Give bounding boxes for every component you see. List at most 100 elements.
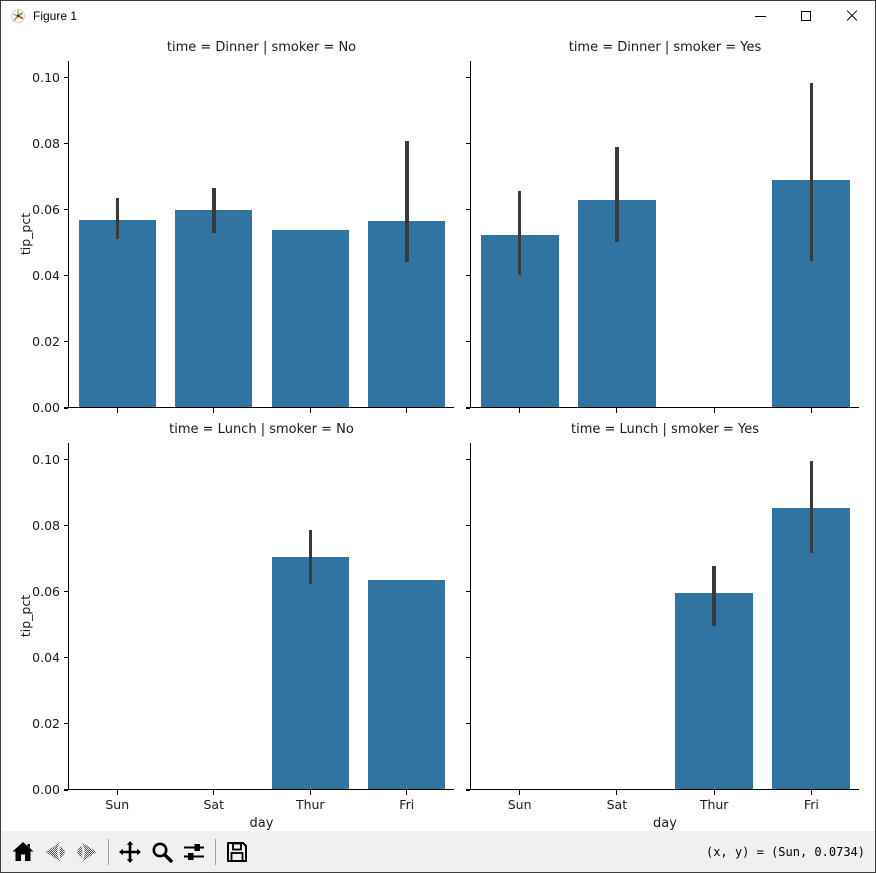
close-button[interactable] (829, 1, 875, 31)
subplot-title: time = Lunch | smoker = Yes (571, 422, 759, 437)
save-button[interactable] (222, 837, 252, 867)
y-axis-label: tip_pct (18, 212, 33, 256)
y-tick-label: 0.10 (32, 451, 60, 467)
subplot-title: time = Dinner | smoker = Yes (568, 40, 762, 55)
error-bar-sat (212, 187, 216, 234)
y-tick-mark (63, 76, 68, 79)
bar-fri (368, 580, 446, 789)
x-tick-mark (519, 408, 521, 413)
bar-thur (271, 557, 349, 789)
bar-sat (175, 209, 253, 407)
x-tick-mark (616, 790, 618, 795)
subplot-title: time = Lunch | smoker = No (169, 422, 354, 437)
x-tick-mark (116, 790, 118, 795)
y-tick-label: 0.08 (32, 135, 60, 151)
x-tick-mark (616, 408, 618, 413)
bar-fri (772, 508, 851, 789)
y-tick-label: 0.06 (32, 201, 60, 217)
home-button[interactable] (8, 837, 38, 867)
x-tick-mark (713, 408, 715, 413)
y-tick-mark (63, 407, 68, 409)
y-tick-mark (465, 591, 470, 593)
floppy-disk-icon (227, 841, 247, 862)
y-tick-mark (63, 525, 68, 527)
error-bar-sun (517, 190, 522, 275)
window-titlebar[interactable]: Figure 1 (1, 1, 875, 31)
x-tick-mark (213, 790, 215, 795)
bar-sun (78, 219, 156, 407)
x-tick-mark (713, 790, 715, 795)
y-tick-label: 0.08 (32, 517, 60, 533)
x-tick-mark (406, 790, 408, 795)
y-tick-mark (63, 209, 68, 211)
back-button[interactable] (40, 837, 70, 867)
forward-arrow-icon (77, 842, 97, 861)
toolbar-separator (215, 838, 216, 865)
y-tick-mark (465, 341, 470, 343)
y-tick-mark (465, 723, 470, 725)
subplot-axes[interactable]: time = Dinner | smoker = No 0.00 0.02 0.04 0… (18, 40, 454, 415)
zoom-button[interactable] (147, 837, 177, 867)
y-tick-mark (465, 143, 470, 145)
error-bar-thur (712, 565, 716, 627)
x-tick-mark (116, 408, 118, 413)
x-tick-label: Sat (606, 797, 628, 812)
sliders-icon (184, 843, 204, 860)
x-tick-label: Thur (699, 797, 729, 812)
y-tick-mark (63, 723, 68, 725)
y-tick-label: 0.00 (32, 400, 60, 415)
y-tick-label: 0.04 (32, 267, 60, 283)
x-tick-mark (810, 790, 812, 795)
y-tick-mark (465, 458, 470, 461)
matplotlib-logo-icon (11, 9, 25, 23)
y-tick-mark (465, 407, 470, 409)
x-tick-label: Sat (203, 797, 225, 812)
x-tick-label: Fri (803, 797, 819, 812)
cursor-position-readout: (x, y) = (Sun, 0.0734) (706, 844, 865, 859)
error-bar-sun (115, 198, 119, 240)
subplot-axes[interactable]: time = Dinner | smoker = Yes (465, 40, 859, 413)
y-tick-mark (63, 275, 68, 277)
subplot-axes[interactable]: time = Lunch | smoker = Yes Sun Sat Thur Fri… (465, 422, 859, 831)
home-icon (12, 841, 34, 861)
y-tick-label: 0.10 (32, 69, 60, 85)
error-bar-thur (308, 530, 312, 585)
y-tick-mark (63, 789, 68, 791)
x-tick-label: Thur (295, 797, 325, 812)
figure-canvas[interactable]: time = Dinner | smoker = No 0.00 0.02 0.04 0… (1, 31, 875, 833)
y-tick-label: 0.00 (32, 782, 60, 797)
subplot-axes[interactable]: time = Lunch | smoker = No 0.00 0.02 0.04 0.… (18, 422, 454, 831)
x-tick-mark (406, 408, 408, 413)
minimize-button[interactable] (737, 1, 783, 31)
y-tick-mark (63, 341, 68, 343)
y-tick-mark (465, 789, 470, 791)
x-tick-label: Sun (507, 797, 532, 812)
navigation-toolbar: (x, y) = (Sun, 0.0734) (1, 831, 875, 872)
y-tick-label: 0.02 (32, 333, 60, 349)
subplots-button[interactable] (179, 837, 209, 867)
pan-button[interactable] (115, 837, 145, 867)
y-tick-mark (465, 525, 470, 527)
subplot-title: time = Dinner | smoker = No (166, 40, 357, 55)
pan-arrows-icon (119, 840, 141, 863)
y-tick-mark (63, 591, 68, 593)
x-tick-label: Fri (399, 797, 415, 812)
y-tick-mark (63, 458, 68, 461)
maximize-button[interactable] (783, 1, 829, 31)
y-tick-mark (63, 657, 68, 659)
y-tick-mark (63, 143, 68, 145)
x-tick-mark (213, 408, 215, 413)
minimize-icon (754, 15, 766, 17)
toolbar-separator (108, 838, 109, 865)
x-tick-mark (810, 408, 812, 413)
window-title: Figure 1 (33, 9, 78, 23)
x-tick-mark (309, 790, 311, 795)
error-bar-fri (405, 141, 409, 262)
error-bar-fri (809, 460, 814, 553)
forward-button[interactable] (72, 837, 102, 867)
y-tick-mark (465, 76, 470, 79)
x-tick-mark (309, 408, 311, 413)
y-tick-label: 0.02 (32, 715, 60, 731)
error-bar-sat (615, 146, 619, 242)
